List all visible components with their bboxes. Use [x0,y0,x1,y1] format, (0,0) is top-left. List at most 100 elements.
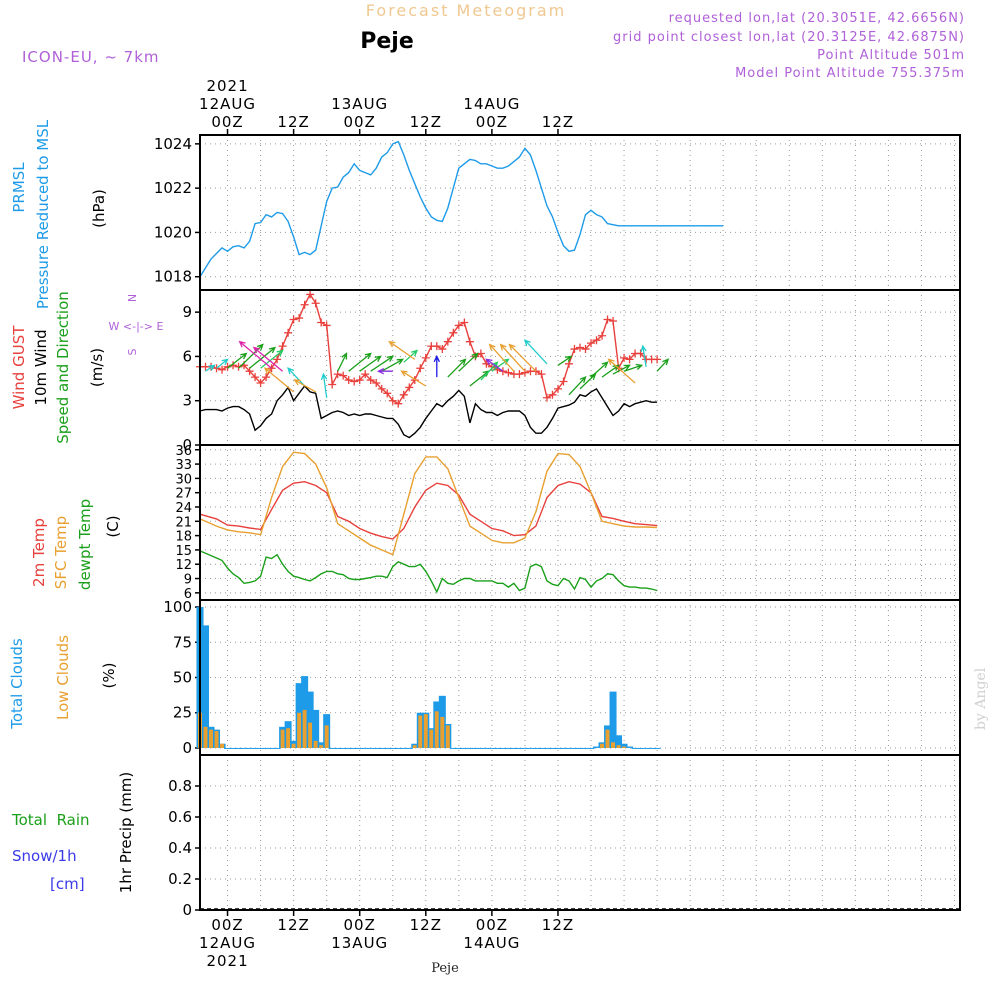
gust-marker [328,380,337,389]
info-line-3: Point Altitude 501m [817,48,965,63]
wind-direction-arrow [320,372,328,398]
gust-marker [438,345,447,354]
compass-north: N [126,294,139,302]
wind-direction-arrow [447,358,467,378]
gust-marker [262,373,271,382]
gust-marker [548,390,557,399]
y-tick-label: 0 [182,436,192,454]
gust-marker [256,379,265,387]
wind-direction-arrow [458,352,479,372]
gust-marker [553,384,562,393]
footer-station: Peje [431,961,459,976]
top-tick-label: 12AUG [199,95,256,113]
panels: 1018102010221024036969121518212427303336… [154,134,961,919]
wind-direction-arrow [359,355,382,372]
panel-frame [199,289,961,446]
gust-marker [383,389,392,398]
temp-unit: (C) [104,515,122,537]
gust-marker [592,336,601,345]
gust-marker [515,370,524,379]
gust-marker [520,368,529,377]
wind-direction-arrow [370,355,395,372]
bar-low-clouds [622,746,627,748]
bar-total-clouds [609,691,617,748]
y-tick-label: 36 [175,444,192,459]
gust-marker [361,370,370,379]
gust-marker [399,390,408,399]
bar-low-clouds [308,722,313,748]
gust-marker [620,353,629,362]
bar-low-clouds [297,712,302,748]
bottom-tick-label: 2021 [206,952,248,970]
y-tick-label: 18 [175,530,192,545]
supertitle: Forecast Meteogram [366,1,566,20]
wind-direction-arrow [469,370,490,387]
gust-marker [542,393,551,402]
y-tick-label: 1024 [154,135,192,153]
series-sfc-temp [199,451,658,556]
wind-direction-arrow [376,368,393,375]
top-tick-label: 00Z [211,113,243,131]
y-tick-label: 9 [182,303,192,321]
y-tick-label: 33 [175,458,192,473]
gust-marker [449,328,458,337]
panel-frame [199,754,961,911]
wind-direction-arrow [260,349,284,369]
gust-marker [581,345,590,354]
y-tick-label: 0.4 [168,839,192,857]
station-title: Peje [360,29,414,54]
bottom-tick-label: 12Z [410,916,442,934]
gust-marker [366,376,375,385]
gust-marker [531,367,540,376]
bar-low-clouds [616,745,621,748]
gust-marker [405,383,414,392]
gust-marker [344,376,353,385]
bottom-tick-label: 12Z [542,916,574,934]
gust-marker [333,370,342,379]
top-tick-label: 13AUG [331,95,388,113]
top-tick-label: 12Z [277,113,309,131]
gust-marker [372,379,381,387]
bar-low-clouds [611,742,616,748]
bar-low-clouds [423,714,428,748]
bottom-tick-label: 00Z [344,916,376,934]
bar-low-clouds [445,725,450,748]
gust-marker [322,321,331,330]
y-tick-label: 1022 [154,179,192,197]
gust-marker [278,342,287,351]
gust-marker [603,315,612,324]
gust-marker [460,318,469,327]
top-tick-label: 12Z [542,113,574,131]
gust-marker [454,321,463,330]
gust-marker [559,377,568,386]
wind-direction-arrow [579,373,597,390]
bar-low-clouds [291,743,296,748]
wind-direction-arrow [381,358,405,372]
y-tick-label: 9 [184,573,192,588]
wind-direction-arrow [557,355,573,366]
info-line-2: grid point closest lon,lat (20.3125E, 42… [613,30,965,45]
panel-precip: 0 0.2 0.4 0.6 0.8 [168,754,961,919]
gust-marker [432,342,441,351]
clouds-label-low: Low Clouds [54,635,72,720]
wind-direction-arrow [388,340,416,360]
gust-marker [339,371,348,380]
compass-south: S [126,348,139,355]
gust-marker [317,318,326,327]
bar-low-clouds [440,716,445,748]
gust-marker [306,290,315,299]
top-tick-label: 12Z [410,113,442,131]
gust-marker [625,355,634,364]
y-tick-label: 100 [163,598,192,616]
gust-marker [636,349,645,358]
bottom-tick-label: 12Z [277,916,309,934]
bar-total-clouds [593,746,601,748]
panel-wind: 0 3 6 9 [182,289,961,454]
gust-marker [311,299,320,308]
top-tick-label: 00Z [344,113,376,131]
precip-ylabel: 1hr Precip (mm) [117,772,135,893]
series-10m-wind [199,384,658,439]
gust-marker [410,376,419,385]
